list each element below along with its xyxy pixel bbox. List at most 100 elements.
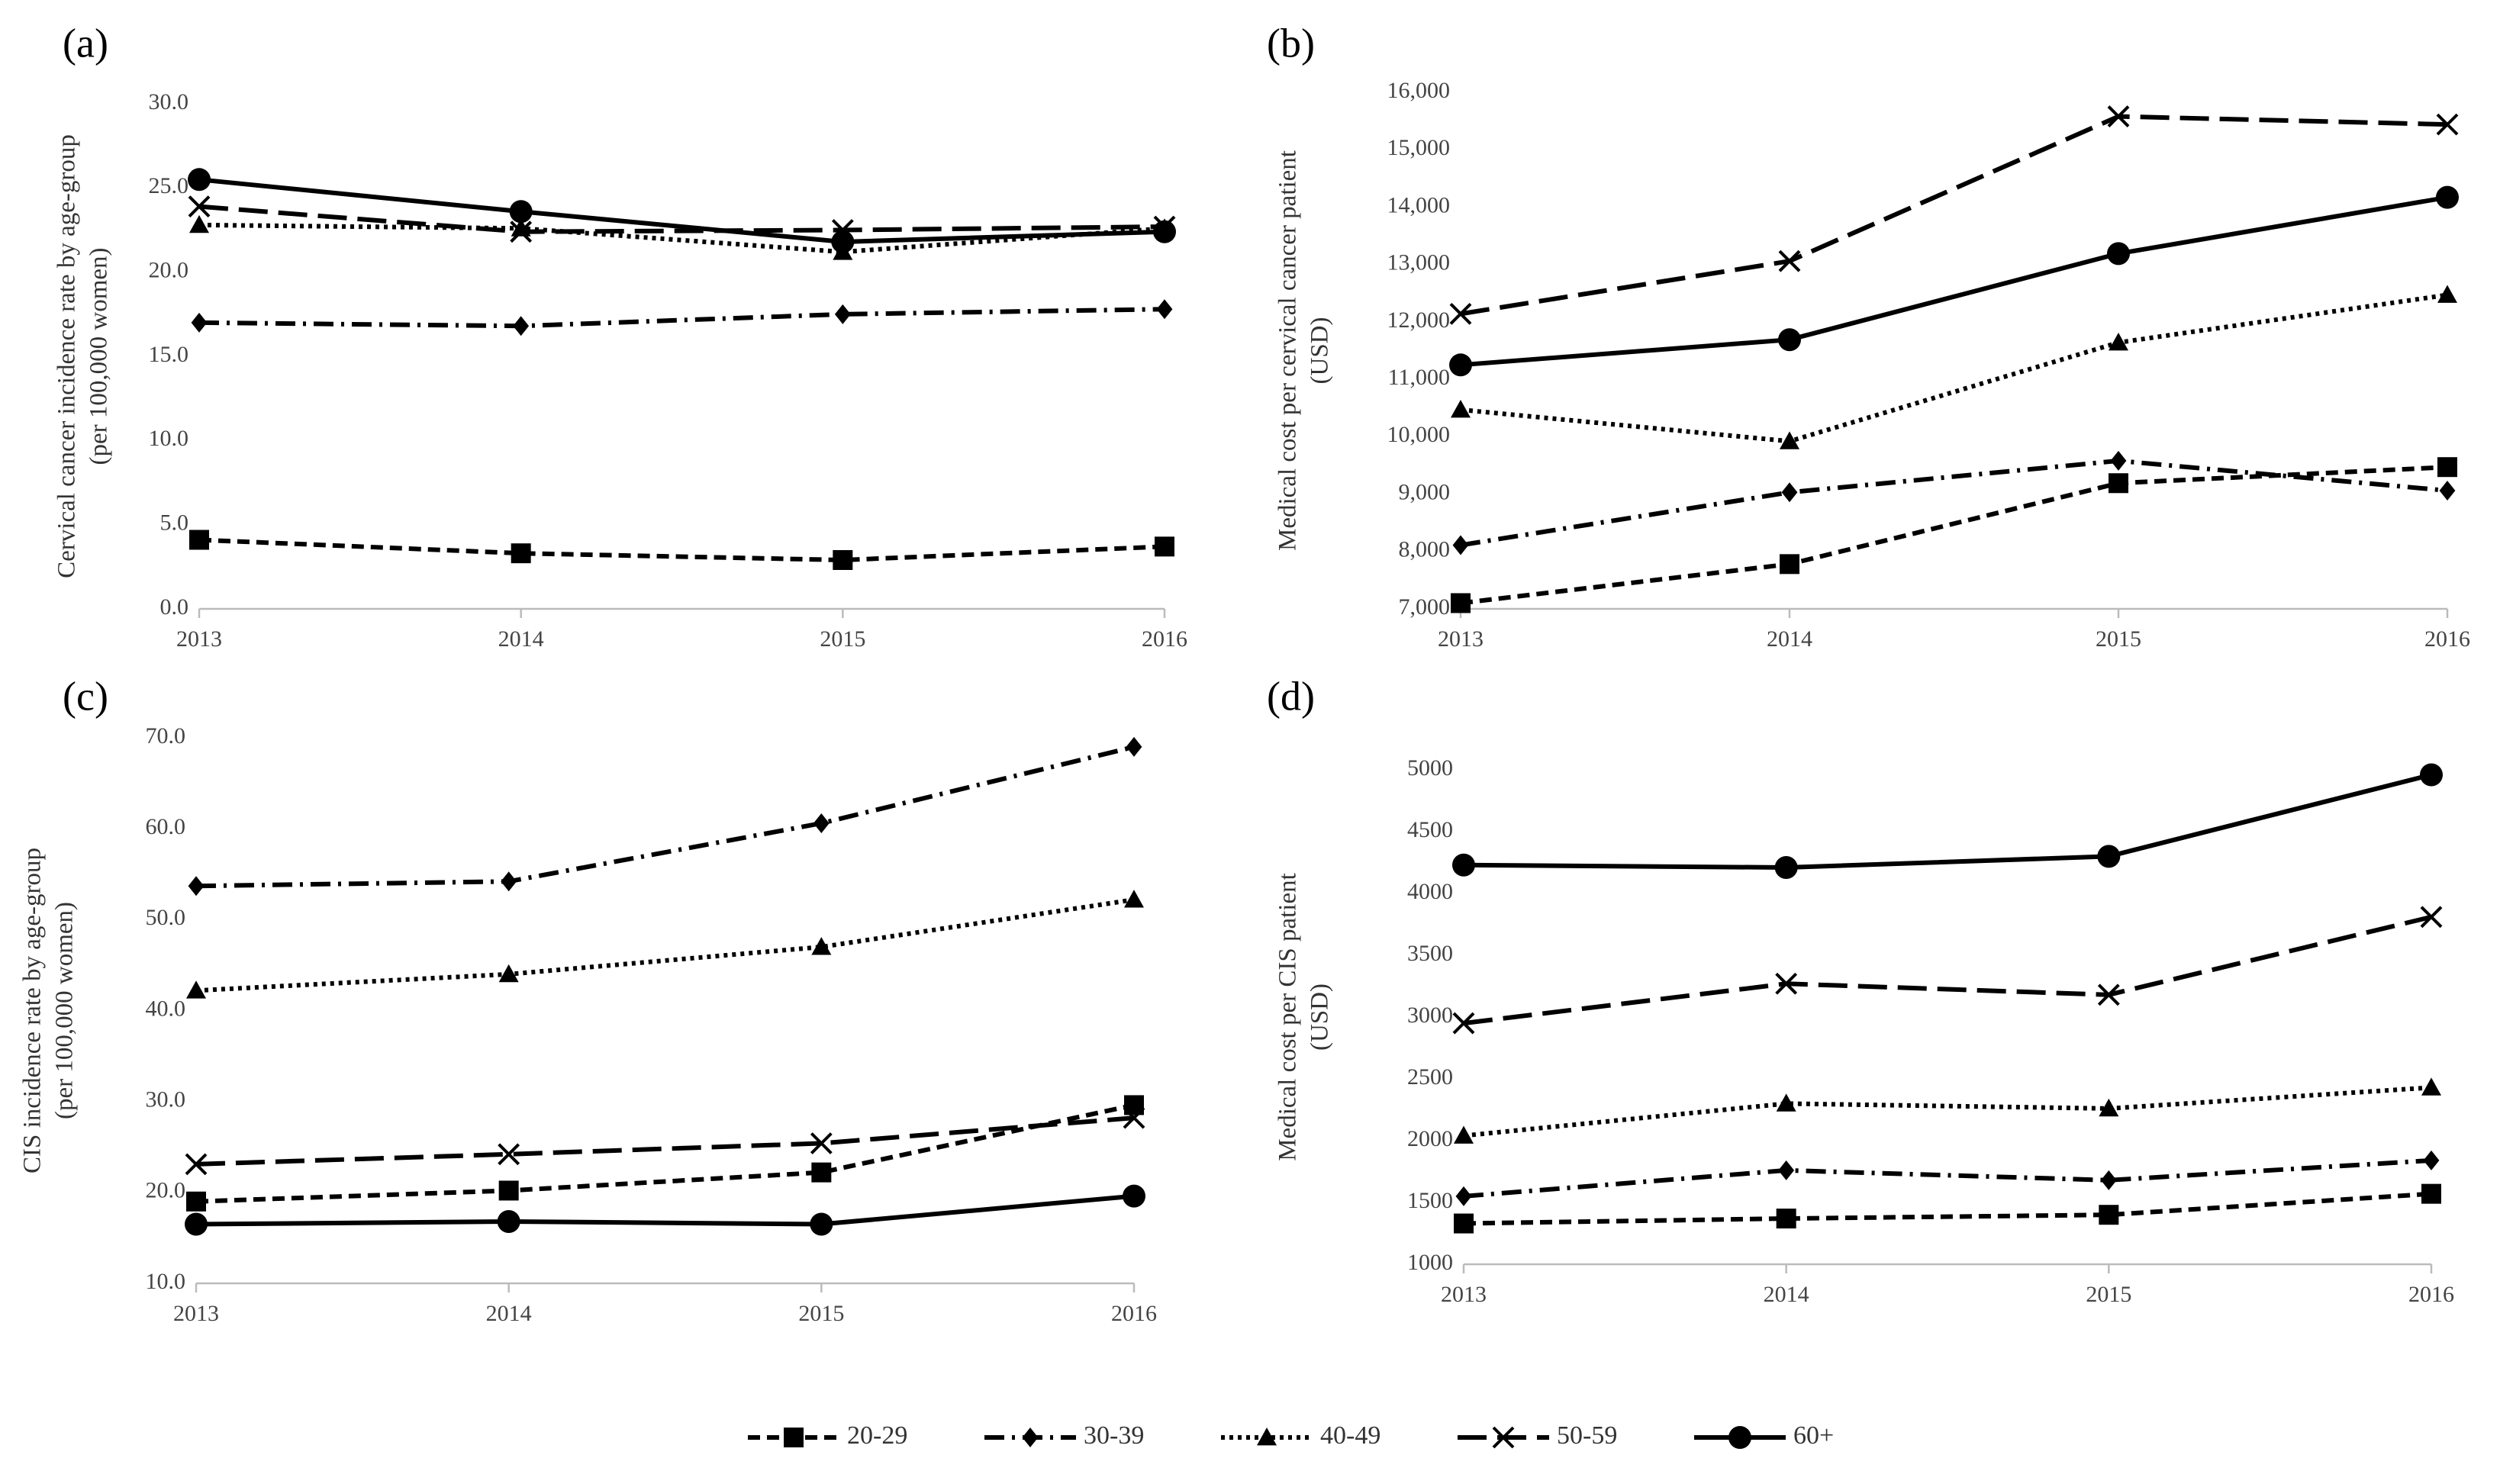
marker	[1451, 399, 1471, 418]
x-tick-label: 2016	[1142, 626, 1187, 652]
marker	[2110, 450, 2127, 471]
marker	[1153, 220, 1176, 243]
series-line	[198, 177, 1165, 244]
y-tick-label: 4000	[1407, 879, 1453, 904]
y-tick-label: 5000	[1407, 755, 1453, 781]
marker	[1774, 855, 1798, 879]
series-line	[198, 204, 1165, 234]
y-axis-label: (USD)	[1306, 317, 1334, 385]
y-tick-label: 4500	[1407, 817, 1453, 842]
y-tick-label: 7,000	[1399, 594, 1451, 620]
x-tick-label: 2016	[1111, 1301, 1157, 1326]
x-tick-label: 2014	[1767, 626, 1812, 652]
marker	[2099, 1098, 2119, 1117]
series-line	[198, 307, 1165, 329]
marker	[1155, 536, 1174, 557]
series-line	[198, 537, 1165, 563]
y-tick-label: 16,000	[1387, 78, 1451, 103]
series-line	[195, 745, 1135, 889]
marker	[513, 316, 530, 336]
x-tick-label: 2015	[798, 1301, 844, 1326]
marker	[510, 221, 533, 243]
marker	[189, 530, 209, 550]
marker	[498, 1143, 520, 1166]
series-line	[1460, 465, 2448, 606]
x-tick-label: 2014	[1764, 1282, 1809, 1307]
series-line	[1460, 195, 2448, 368]
marker	[498, 1180, 519, 1201]
marker	[1449, 302, 1472, 325]
y-axis-label: CIS incidence rate by age-group	[19, 848, 47, 1173]
series-line	[1463, 1085, 2432, 1138]
x-tick-label: 2015	[2086, 1282, 2131, 1307]
y-tick-label: 70.0	[146, 723, 186, 748]
y-axis-label: Medical cost per cervical cancer patient	[1274, 150, 1302, 551]
marker	[1123, 1184, 1145, 1208]
y-tick-label: 11,000	[1388, 365, 1450, 390]
series-line	[198, 222, 1165, 255]
y-tick-label: 2500	[1407, 1064, 1453, 1090]
marker	[1452, 535, 1469, 555]
y-tick-label: 3500	[1407, 941, 1453, 966]
legend-label: 20-29	[847, 1421, 907, 1450]
marker	[2420, 906, 2443, 929]
y-tick-label: 15,000	[1387, 135, 1451, 160]
y-axis-label: Medical cost per CIS patient	[1274, 873, 1302, 1161]
marker	[188, 876, 205, 897]
marker	[2107, 242, 2130, 266]
marker	[2099, 1205, 2119, 1225]
marker	[811, 1162, 832, 1183]
y-tick-label: 30.0	[149, 89, 189, 114]
y-tick-label: 60.0	[146, 814, 186, 839]
marker	[191, 312, 208, 333]
marker	[1780, 554, 1799, 575]
marker	[1776, 1209, 1796, 1229]
marker	[831, 230, 855, 253]
marker	[2423, 1150, 2440, 1170]
marker	[188, 168, 211, 192]
series-line	[1463, 914, 2432, 1026]
marker	[1776, 1093, 1796, 1112]
marker	[1778, 249, 1801, 272]
series-line	[195, 1115, 1135, 1167]
marker	[185, 1212, 208, 1236]
y-tick-label: 2000	[1407, 1126, 1453, 1151]
marker	[1156, 299, 1173, 320]
y-tick-label: 3000	[1407, 1003, 1453, 1028]
marker	[2437, 457, 2457, 478]
legend-label: 50-59	[1557, 1421, 1617, 1450]
marker	[2436, 185, 2459, 209]
marker	[1257, 1428, 1277, 1446]
panel-label: (c)	[63, 673, 108, 719]
marker	[2109, 332, 2128, 351]
y-tick-label: 25.0	[149, 173, 189, 198]
marker	[1455, 1186, 1472, 1206]
marker	[1452, 853, 1475, 877]
marker	[511, 543, 531, 564]
y-axis-label: (per 100,000 women)	[51, 902, 79, 1119]
panel-label: (b)	[1267, 20, 1315, 66]
y-tick-label: 10,000	[1387, 422, 1451, 447]
marker	[810, 1132, 833, 1154]
y-tick-label: 30.0	[146, 1087, 186, 1112]
marker	[188, 195, 211, 218]
marker	[185, 1153, 208, 1176]
y-axis-label: (per 100,000 women)	[85, 247, 113, 465]
marker	[2109, 473, 2128, 494]
legend-label: 30-39	[1084, 1421, 1144, 1450]
series-line	[1460, 114, 2448, 317]
marker	[186, 980, 206, 999]
marker	[2436, 113, 2459, 136]
x-tick-label: 2014	[498, 626, 544, 652]
series-line	[1460, 292, 2448, 444]
marker	[1778, 328, 1801, 352]
legend-label: 60+	[1793, 1421, 1834, 1450]
x-tick-label: 2013	[1438, 626, 1484, 652]
marker	[1454, 1125, 1474, 1144]
marker	[784, 1428, 804, 1447]
marker	[186, 1191, 206, 1212]
panel-label: (d)	[1267, 673, 1315, 719]
marker	[1451, 593, 1471, 613]
marker	[497, 1209, 520, 1233]
